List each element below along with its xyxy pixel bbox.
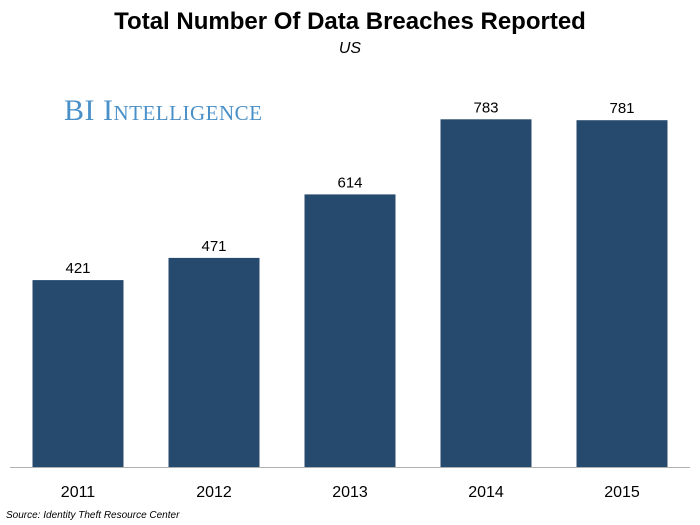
chart-title: Total Number Of Data Breaches Reported (114, 8, 586, 35)
bar-chart: 421 2011 471 2012 614 2013 783 2014 781 2015 (10, 99, 690, 501)
data-label-2015: 781 (609, 100, 634, 117)
data-label-2014: 783 (473, 99, 498, 116)
x-tick-label-2013: 2013 (332, 484, 368, 501)
bar-2015 (576, 120, 668, 467)
data-label-2012: 471 (201, 238, 226, 255)
bar-2011 (32, 280, 124, 467)
bar-2014 (440, 119, 532, 468)
data-label-2013: 614 (337, 174, 362, 191)
x-tick-label-2012: 2012 (196, 484, 232, 501)
source-note: Source: Identity Theft Resource Center (6, 510, 180, 521)
bar-2013 (304, 194, 396, 467)
chart-subtitle: US (338, 40, 362, 57)
x-tick-label-2014: 2014 (468, 484, 504, 501)
x-tick-label-2015: 2015 (604, 484, 640, 501)
data-label-2011: 421 (65, 260, 90, 277)
bar-2012 (168, 257, 260, 467)
x-tick-label-2011: 2011 (61, 484, 96, 501)
brand-logo: BI Intelligence (64, 94, 263, 127)
